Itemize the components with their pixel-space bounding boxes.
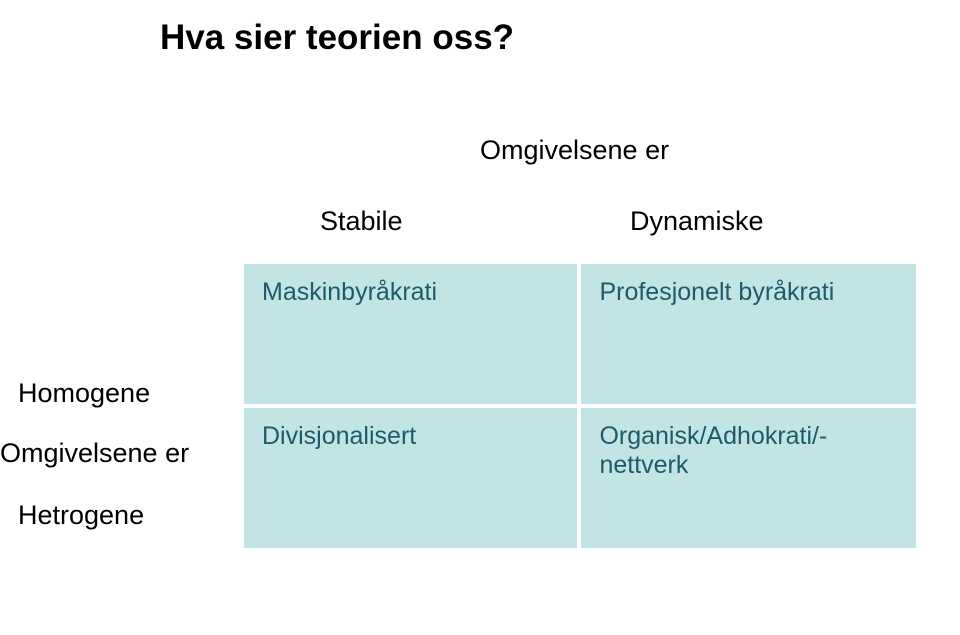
cell-r1c2: Profesjonelt byråkrati bbox=[581, 264, 916, 404]
cell-text: Divisjonalisert bbox=[262, 422, 416, 450]
environment-label-top: Omgivelsene er bbox=[480, 135, 669, 166]
cell-text: Organisk/Adhokrati/- bbox=[599, 422, 827, 450]
table-row: Maskinbyråkrati Profesjonelt byråkrati bbox=[244, 264, 916, 404]
cell-text: nettverk bbox=[599, 451, 688, 479]
column-header-dynamic: Dynamiske bbox=[630, 206, 764, 237]
column-header-stable: Stabile bbox=[320, 206, 403, 237]
row-label-heterogeneous: Hetrogene bbox=[18, 500, 144, 531]
slide-title: Hva sier teorien oss? bbox=[160, 18, 514, 58]
cell-r2c2: Organisk/Adhokrati/- nettverk bbox=[581, 408, 916, 548]
table-row: Divisjonalisert Organisk/Adhokrati/- net… bbox=[244, 408, 916, 548]
cell-text: Profesjonelt byråkrati bbox=[599, 278, 834, 306]
cell-r2c1: Divisjonalisert bbox=[244, 408, 577, 548]
slide: Hva sier teorien oss? Omgivelsene er Sta… bbox=[0, 0, 960, 635]
cell-text: Maskinbyråkrati bbox=[262, 278, 437, 306]
row-label-homogeneous: Homogene bbox=[18, 378, 150, 409]
matrix-table: Maskinbyråkrati Profesjonelt byråkrati D… bbox=[240, 260, 920, 552]
row-label-middle: Omgivelsene er bbox=[0, 438, 189, 469]
cell-r1c1: Maskinbyråkrati bbox=[244, 264, 577, 404]
